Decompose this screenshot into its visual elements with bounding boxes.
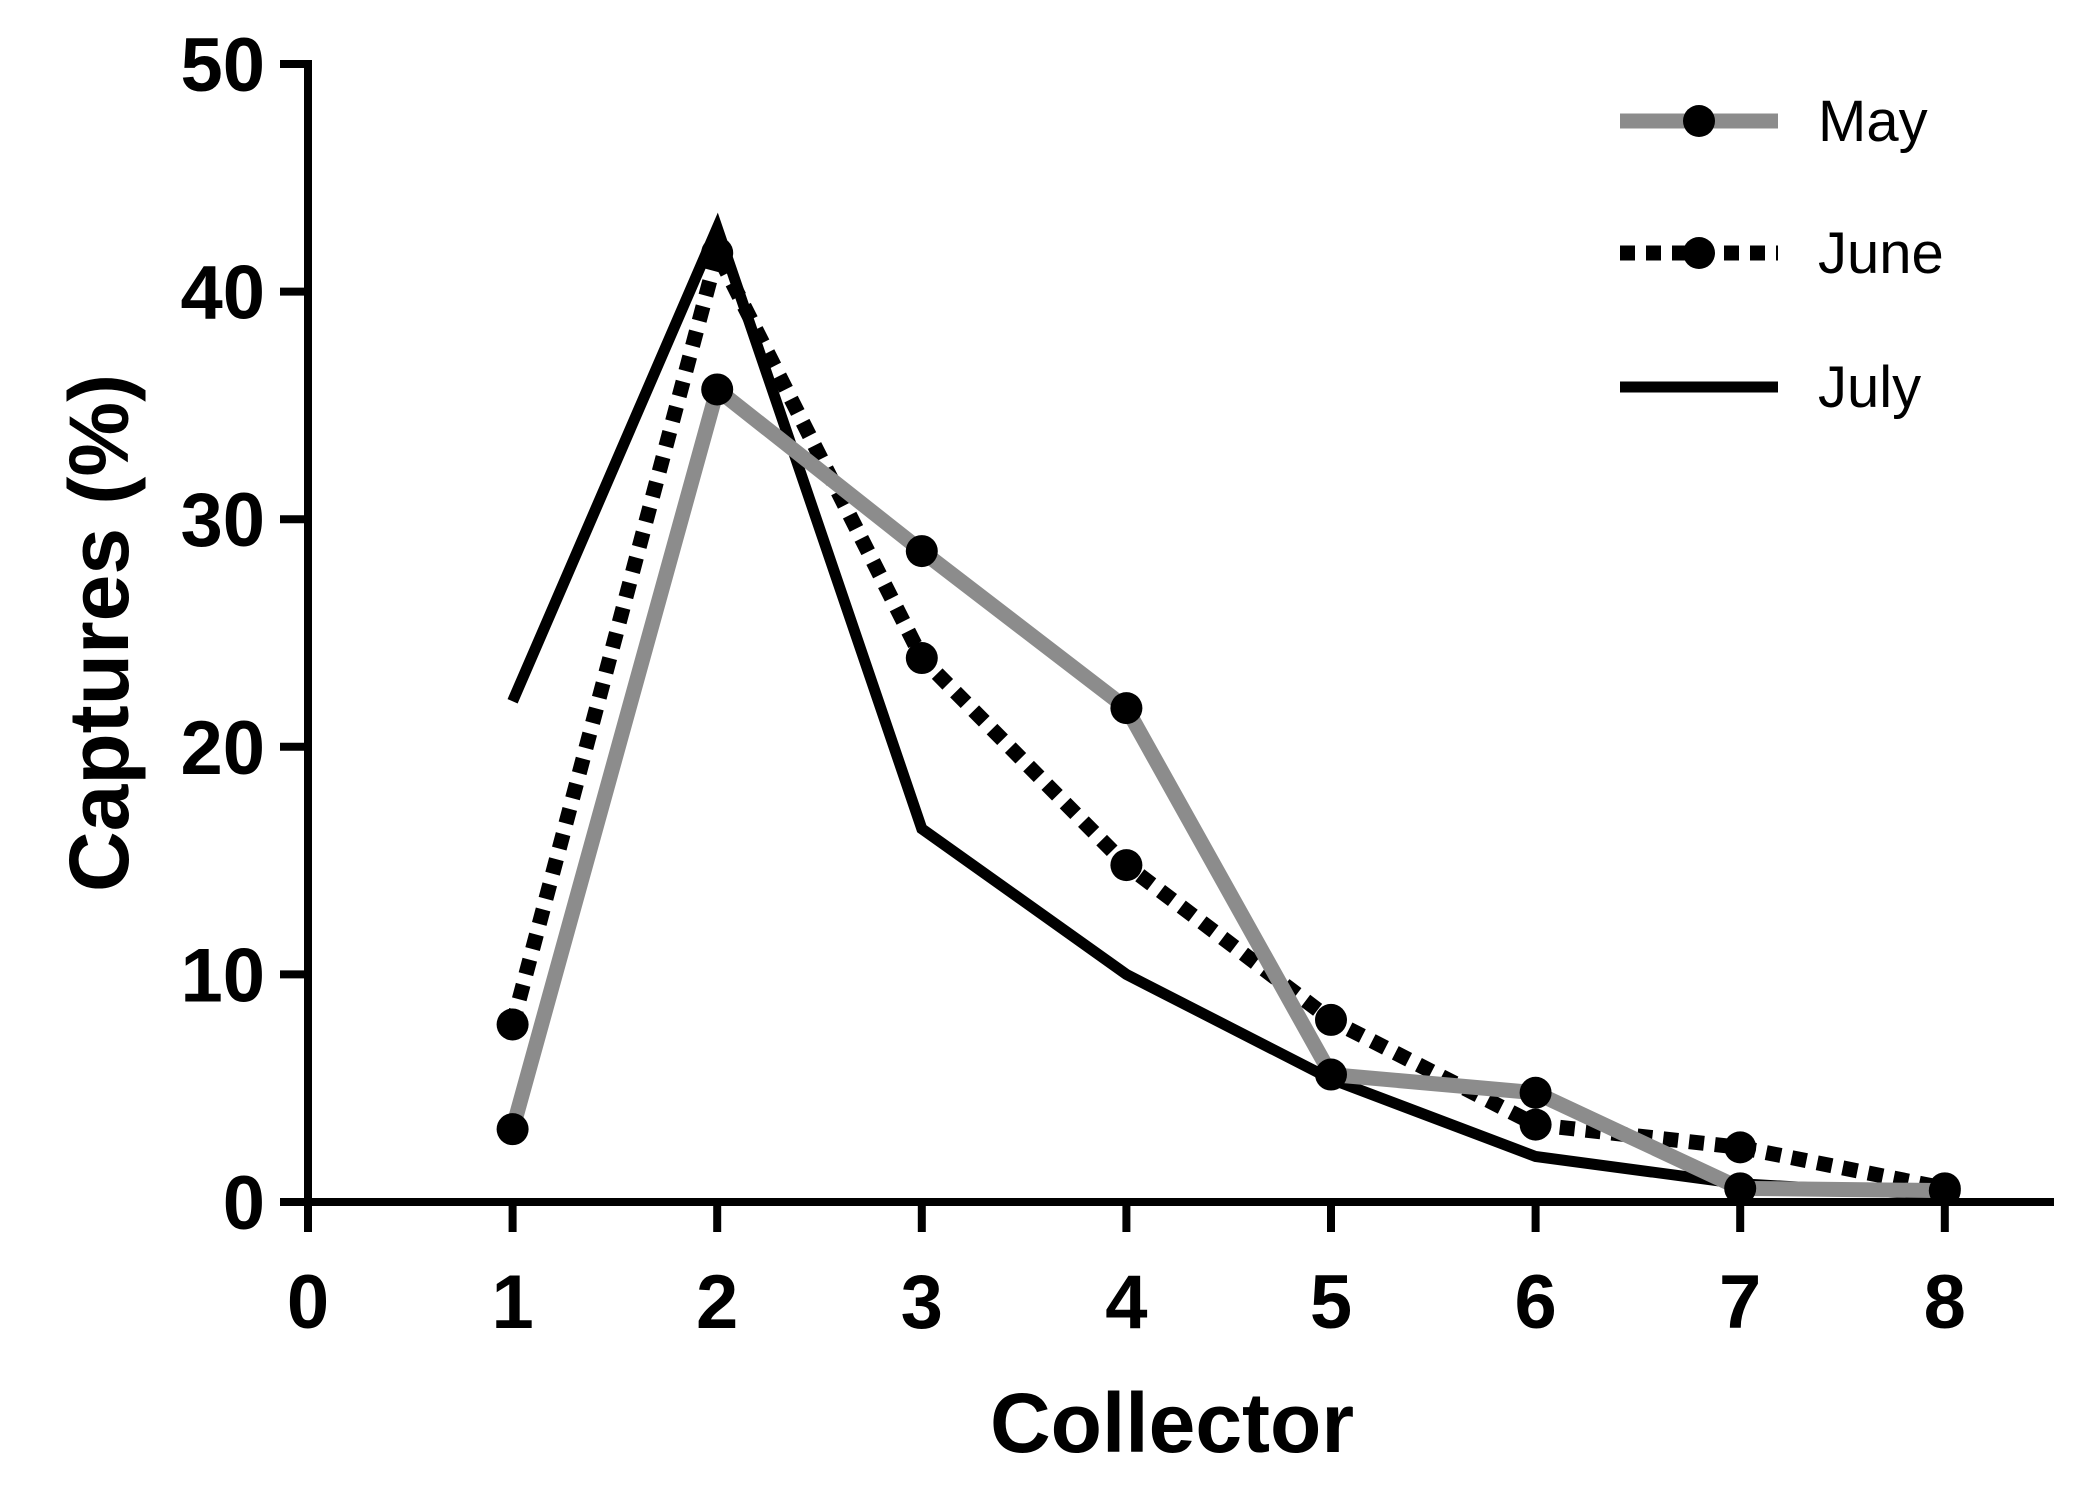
- legend-label-may: May: [1818, 89, 1928, 154]
- axes: 0 10 20 30 40 50 0 1 2 3 4 5 6 7 8: [180, 23, 2054, 1345]
- x-axis-title: Collector: [990, 1376, 1354, 1470]
- x-tick-label: 6: [1514, 1260, 1556, 1345]
- y-axis-title: Captures (%): [52, 374, 146, 892]
- series-line-june: [505, 231, 1947, 1196]
- y-tick-label: 30: [180, 478, 265, 563]
- y-tick-label: 10: [180, 933, 265, 1018]
- y-tick-label: 40: [180, 251, 265, 336]
- legend-marker-may: [1683, 105, 1715, 137]
- x-tick-label: 1: [491, 1260, 533, 1345]
- data-point-may: [1110, 692, 1143, 725]
- data-point-may: [701, 373, 734, 406]
- series-line-may: [505, 376, 1945, 1199]
- x-tick-label: 5: [1310, 1260, 1352, 1345]
- data-point-may: [1724, 1172, 1757, 1205]
- data-point-may: [905, 535, 938, 568]
- data-point-june: [1724, 1131, 1757, 1164]
- x-tick-label: 8: [1924, 1260, 1966, 1345]
- data-point-june: [1110, 849, 1143, 882]
- data-point-may: [1928, 1174, 1961, 1207]
- data-point-may: [1519, 1076, 1552, 1109]
- legend: May June July: [1620, 89, 1944, 420]
- x-tick-label: 7: [1719, 1260, 1761, 1345]
- y-tick-label: 20: [180, 706, 265, 791]
- legend-label-july: July: [1818, 355, 1921, 420]
- x-tick-label: 2: [696, 1260, 738, 1345]
- x-tick-label: 4: [1105, 1260, 1147, 1345]
- data-point-may: [496, 1113, 529, 1146]
- series-line-july: [507, 212, 1946, 1201]
- data-point-june: [496, 1008, 529, 1041]
- x-tick-label: 0: [287, 1260, 329, 1345]
- data-point-june: [905, 642, 938, 675]
- legend-label-june: June: [1818, 221, 1944, 286]
- data-point-june: [1519, 1108, 1552, 1141]
- data-point-june: [1315, 1003, 1347, 1036]
- data-point-june: [701, 236, 734, 269]
- legend-marker-june: [1683, 237, 1715, 269]
- data-point-may: [1315, 1058, 1347, 1091]
- x-tick-label: 3: [901, 1260, 943, 1345]
- y-tick-label: 50: [180, 23, 265, 108]
- plot-area: [496, 212, 1961, 1207]
- y-tick-label: 0: [223, 1161, 265, 1246]
